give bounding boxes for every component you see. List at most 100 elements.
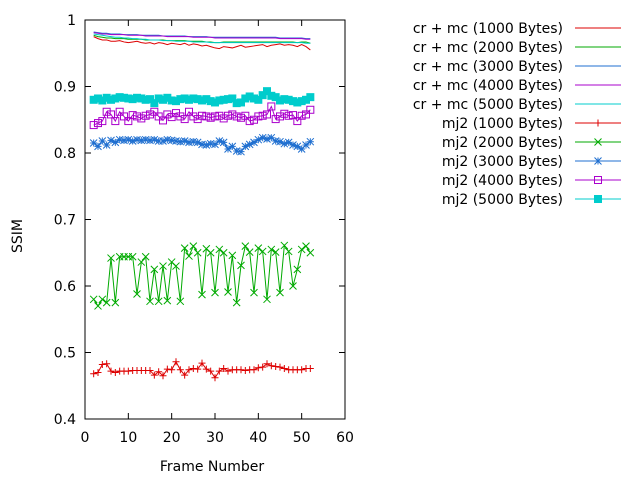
data-point <box>224 111 232 120</box>
data-point <box>176 297 185 306</box>
data-point <box>228 110 237 119</box>
data-point <box>297 111 306 120</box>
data-point <box>94 119 102 128</box>
data-point <box>98 137 107 145</box>
data-point <box>141 135 150 144</box>
series-line <box>93 32 311 40</box>
data-point <box>120 136 128 145</box>
legend-marker <box>594 138 602 146</box>
data-point <box>206 139 215 148</box>
data-point <box>263 110 271 119</box>
data-point <box>107 136 115 145</box>
data-point <box>133 290 141 298</box>
data-point <box>202 365 210 373</box>
legend-label: mj2 (2000 Bytes) <box>442 135 563 151</box>
legend-entry: cr + mc (1000 Bytes) <box>413 21 621 37</box>
data-point <box>124 135 133 144</box>
data-point <box>263 135 271 143</box>
y-axis-label: SSIM <box>10 219 26 253</box>
y-tick-label: 0.5 <box>54 346 76 362</box>
series-line <box>93 34 311 44</box>
data-point <box>163 296 172 305</box>
data-point <box>306 105 315 114</box>
data-point <box>198 111 206 120</box>
data-point <box>289 141 297 149</box>
data-point <box>228 142 237 151</box>
legend-entry: mj2 (2000 Bytes) <box>442 135 621 151</box>
data-point <box>237 147 245 156</box>
legend-label: cr + mc (1000 Bytes) <box>413 21 563 37</box>
data-point <box>241 142 250 151</box>
data-point <box>159 116 167 125</box>
data-point <box>211 288 219 297</box>
y-tick-label: 0.6 <box>54 279 76 295</box>
data-point <box>245 117 254 126</box>
data-point <box>189 364 197 372</box>
data-point <box>293 117 302 126</box>
x-tick-label: 30 <box>206 430 224 446</box>
data-point <box>250 366 258 374</box>
data-point <box>224 367 232 375</box>
data-point <box>150 265 159 274</box>
data-point <box>267 133 276 142</box>
data-point <box>276 288 284 297</box>
legend-label: mj2 (3000 Bytes) <box>442 154 563 170</box>
series-2 <box>93 34 311 44</box>
data-point <box>241 366 249 374</box>
data-point <box>150 371 158 379</box>
data-point <box>271 137 280 145</box>
data-point <box>206 248 215 257</box>
data-point <box>215 137 224 145</box>
data-point <box>220 364 228 372</box>
data-point <box>254 95 263 104</box>
series-1 <box>93 36 311 51</box>
x-tick-label: 50 <box>293 430 311 446</box>
x-tick-label: 0 <box>81 430 90 446</box>
y-tick-label: 0.7 <box>54 213 76 229</box>
data-point <box>115 135 124 144</box>
data-point <box>280 364 288 372</box>
data-point <box>172 137 180 145</box>
data-point <box>111 138 120 147</box>
data-point <box>124 367 132 375</box>
data-point <box>237 261 245 270</box>
legend-entry: cr + mc (5000 Bytes) <box>413 97 621 113</box>
data-point <box>271 115 280 124</box>
data-point <box>180 115 189 124</box>
data-point <box>302 242 310 250</box>
data-point <box>94 302 102 310</box>
series-6 <box>90 358 314 382</box>
data-point <box>137 114 146 123</box>
data-point <box>206 113 215 122</box>
data-point <box>284 247 293 256</box>
data-point <box>189 112 198 121</box>
series-3 <box>93 31 311 40</box>
data-point <box>207 367 215 375</box>
data-point <box>98 117 107 126</box>
data-point <box>107 254 115 262</box>
data-point <box>185 252 193 260</box>
data-point <box>133 135 141 144</box>
data-point <box>241 242 250 250</box>
data-point <box>193 248 202 257</box>
data-point <box>189 137 198 146</box>
series-7 <box>89 241 315 310</box>
data-point <box>237 113 245 122</box>
x-axis-label: Frame Number <box>160 459 265 475</box>
series-8 <box>89 133 315 156</box>
data-point <box>302 110 310 119</box>
data-point <box>232 112 241 121</box>
data-point <box>298 366 306 374</box>
data-point <box>150 99 159 108</box>
data-point <box>159 262 167 270</box>
data-point <box>146 110 154 119</box>
data-point <box>215 367 223 375</box>
data-point <box>254 364 262 372</box>
data-point <box>215 245 224 254</box>
data-point <box>228 94 237 103</box>
data-point <box>159 372 167 380</box>
y-tick-label: 0.8 <box>54 146 76 162</box>
data-point <box>258 111 267 120</box>
data-point <box>111 117 120 126</box>
